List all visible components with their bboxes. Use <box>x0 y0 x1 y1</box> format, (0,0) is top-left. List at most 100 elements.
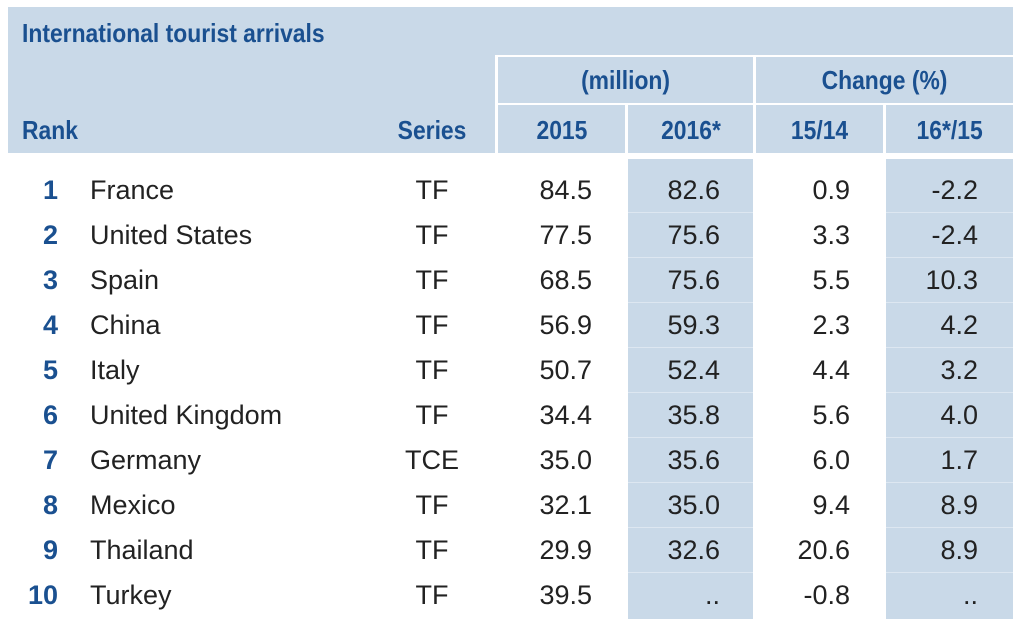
row-series: TF <box>415 400 449 430</box>
row-series: TF <box>415 355 449 385</box>
row-change-15-14: -0.8 <box>803 580 850 610</box>
column-shade-2016 <box>628 159 753 619</box>
row-value-2016: 35.6 <box>667 445 720 475</box>
row-value-2015: 35.0 <box>539 445 592 475</box>
row-divider <box>628 572 753 573</box>
row-value-2015: 50.7 <box>539 355 592 385</box>
row-divider <box>886 572 1013 573</box>
row-value-2016: 75.6 <box>667 265 720 295</box>
header-divider <box>495 55 498 153</box>
row-divider <box>628 302 753 303</box>
row-change-15-14: 5.6 <box>812 400 850 430</box>
row-country: United Kingdom <box>90 400 283 430</box>
row-rank: 3 <box>42 265 58 295</box>
column-shade-change-16-15 <box>886 159 1013 619</box>
row-value-2016: 75.6 <box>667 220 720 250</box>
row-value-2015: 34.4 <box>539 400 592 430</box>
row-change-16-15: -2.2 <box>931 175 978 205</box>
row-value-2016: .. <box>704 580 720 610</box>
row-value-2016: 59.3 <box>667 310 720 340</box>
row-country: Spain <box>90 265 160 295</box>
row-value-2016: 52.4 <box>667 355 720 385</box>
row-divider <box>628 212 753 213</box>
row-rank: 6 <box>42 400 58 430</box>
row-value-2015: 56.9 <box>539 310 592 340</box>
row-rank: 9 <box>42 535 58 565</box>
row-country: France <box>90 175 175 205</box>
row-series: TF <box>415 265 449 295</box>
table-title: International tourist arrivals <box>22 17 325 48</box>
row-change-15-14: 3.3 <box>812 220 850 250</box>
row-country: Turkey <box>90 580 172 610</box>
header-divider <box>753 55 756 153</box>
row-country: Mexico <box>90 490 176 520</box>
row-divider <box>886 212 1013 213</box>
header-2016: 2016* <box>660 114 721 145</box>
header-change: Change (%) <box>821 64 948 95</box>
row-change-15-14: 20.6 <box>797 535 850 565</box>
row-divider <box>886 392 1013 393</box>
tourist-arrivals-table: International tourist arrivals (million)… <box>8 7 1013 619</box>
header-series: Series <box>397 114 467 145</box>
header-million: (million) <box>581 64 670 95</box>
row-divider <box>886 302 1013 303</box>
row-change-15-14: 4.4 <box>812 355 850 385</box>
row-country: Germany <box>90 445 202 475</box>
row-country: Italy <box>90 355 140 385</box>
row-value-2015: 77.5 <box>539 220 592 250</box>
row-series: TCE <box>405 445 459 475</box>
row-change-16-15: 1.7 <box>940 445 978 475</box>
row-value-2015: 84.5 <box>539 175 592 205</box>
row-value-2016: 35.0 <box>667 490 720 520</box>
row-divider <box>886 482 1013 483</box>
row-change-16-15: 8.9 <box>940 490 978 520</box>
header-2015: 2015 <box>536 114 587 145</box>
row-value-2016: 32.6 <box>667 535 720 565</box>
row-value-2015: 68.5 <box>539 265 592 295</box>
row-change-16-15: 10.3 <box>925 265 978 295</box>
row-series: TF <box>415 535 449 565</box>
row-rank: 2 <box>42 220 58 250</box>
row-value-2015: 29.9 <box>539 535 592 565</box>
row-divider <box>628 437 753 438</box>
row-divider <box>886 527 1013 528</box>
header-rank: Rank <box>22 114 78 145</box>
row-series: TF <box>415 175 449 205</box>
row-change-15-14: 0.9 <box>812 175 850 205</box>
row-rank: 5 <box>42 355 58 385</box>
row-value-2015: 39.5 <box>539 580 592 610</box>
row-divider <box>628 527 753 528</box>
row-divider <box>628 482 753 483</box>
row-rank: 4 <box>42 310 58 340</box>
header-change-16-15: 16*/15 <box>916 114 983 145</box>
row-rank: 7 <box>42 445 58 475</box>
row-change-16-15: 4.2 <box>940 310 978 340</box>
row-change-15-14: 2.3 <box>812 310 850 340</box>
row-divider <box>628 392 753 393</box>
row-divider <box>886 347 1013 348</box>
row-change-16-15: .. <box>962 580 978 610</box>
header-divider <box>625 103 628 153</box>
row-rank: 10 <box>27 580 58 610</box>
row-value-2015: 32.1 <box>539 490 592 520</box>
header-divider <box>883 103 886 153</box>
row-divider <box>628 257 753 258</box>
row-change-16-15: 8.9 <box>940 535 978 565</box>
row-value-2016: 35.8 <box>667 400 720 430</box>
row-country: Thailand <box>90 535 194 565</box>
row-divider <box>886 257 1013 258</box>
row-change-16-15: 3.2 <box>940 355 978 385</box>
row-divider <box>628 347 753 348</box>
row-change-16-15: 4.0 <box>940 400 978 430</box>
row-rank: 8 <box>42 490 58 520</box>
header-background <box>8 7 1013 153</box>
row-country: China <box>90 310 161 340</box>
row-country: United States <box>90 220 253 250</box>
row-change-15-14: 9.4 <box>812 490 850 520</box>
row-series: TF <box>415 580 449 610</box>
header-change-15-14: 15/14 <box>790 114 849 145</box>
row-series: TF <box>415 490 449 520</box>
row-change-15-14: 5.5 <box>812 265 850 295</box>
row-rank: 1 <box>42 175 58 205</box>
row-change-16-15: -2.4 <box>931 220 978 250</box>
